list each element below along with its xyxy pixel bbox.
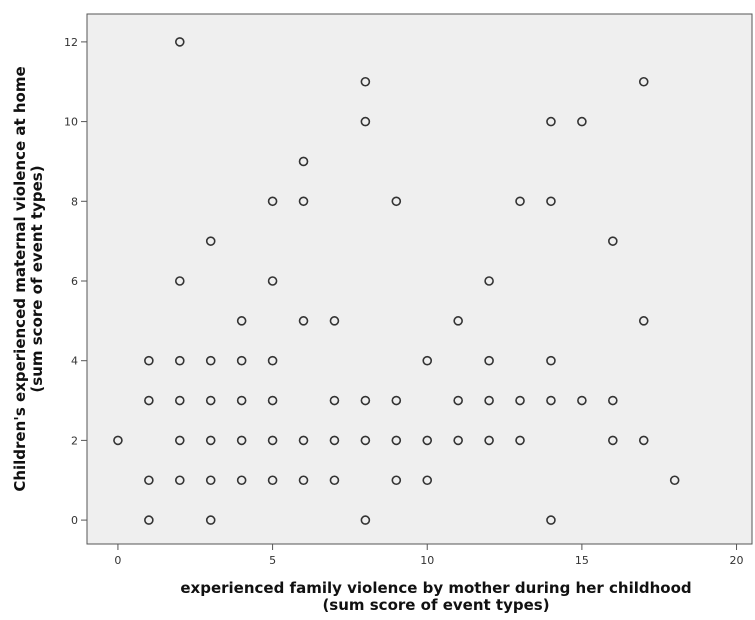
y-tick-label: 0 [71,514,78,527]
data-point [205,236,216,246]
data-point [174,355,185,366]
data-point [144,355,154,366]
data-point [298,196,309,207]
data-point [638,316,649,326]
data-point [360,116,371,127]
data-point [113,435,123,446]
data-point [360,395,371,406]
data-point [174,475,185,486]
data-point [236,475,247,486]
y-tick-label: 2 [71,434,78,447]
data-point [236,316,247,326]
data-point [515,435,525,446]
data-point [329,316,340,326]
data-point [484,276,494,286]
data-point [391,435,402,446]
x-tick-label: 20 [730,554,744,567]
data-point [267,276,278,286]
data-point [144,475,154,486]
data-point [546,395,556,406]
x-tick-label: 15 [575,554,589,567]
data-point [608,435,618,446]
x-tick-label: 10 [420,554,434,567]
data-point [638,435,649,446]
data-point [422,475,433,486]
x-axis-title-line1: experienced family violence by mother du… [180,579,691,597]
data-point [298,475,309,486]
data-point [484,395,494,406]
data-point [144,515,154,525]
data-point [360,515,371,525]
data-point [669,475,680,486]
data-point [236,355,247,366]
data-point [391,395,402,406]
data-point [174,37,185,47]
data-point [205,395,216,406]
y-axis: 0 2 4 6 8 10 12 [64,36,87,527]
data-point [205,355,216,366]
data-point [422,435,433,446]
data-point [298,156,309,167]
data-point [546,355,556,366]
data-point [174,395,185,406]
x-axis-title-line2: (sum score of event types) [322,596,549,614]
data-point [329,435,340,446]
data-point [144,395,154,406]
y-tick-label: 12 [64,36,78,49]
data-point [608,395,618,406]
data-point [267,435,278,446]
y-tick-label: 8 [71,195,78,208]
y-tick-label: 10 [64,116,78,129]
plot-area [86,13,753,545]
data-point [577,116,587,127]
data-point [484,355,494,366]
data-point [298,435,309,446]
y-tick-label: 6 [71,275,78,288]
data-point [267,475,278,486]
data-point [546,196,556,207]
data-point [515,196,525,207]
data-point [205,515,216,525]
data-point [174,435,185,446]
data-point [515,395,525,406]
data-point [638,76,649,87]
data-point [174,276,185,286]
x-tick-label: 0 [114,554,121,567]
y-axis-title-line1: Children's experienced maternal violence… [11,66,29,491]
data-point [391,196,402,207]
data-point [453,395,463,406]
data-point [236,395,247,406]
data-point [329,395,340,406]
x-tick-label: 5 [269,554,276,567]
data-point [267,355,278,366]
data-point [329,475,340,486]
data-point [236,435,247,446]
data-point [453,316,463,326]
y-axis-title-line2: (sum score of event types) [28,165,46,392]
data-point [360,76,371,87]
data-point [484,435,494,446]
y-tick-label: 4 [71,355,78,368]
data-point [453,435,463,446]
data-point [360,435,371,446]
data-point [205,475,216,486]
data-point [546,116,556,127]
data-point [608,236,618,246]
data-point [391,475,402,486]
data-point [546,515,556,525]
data-point [267,196,278,207]
data-point [422,355,433,366]
data-points [113,37,680,525]
x-axis: 0 5 10 15 20 [114,544,744,567]
data-point [577,395,587,406]
data-point [205,435,216,446]
data-point [267,395,278,406]
data-point [298,316,309,326]
